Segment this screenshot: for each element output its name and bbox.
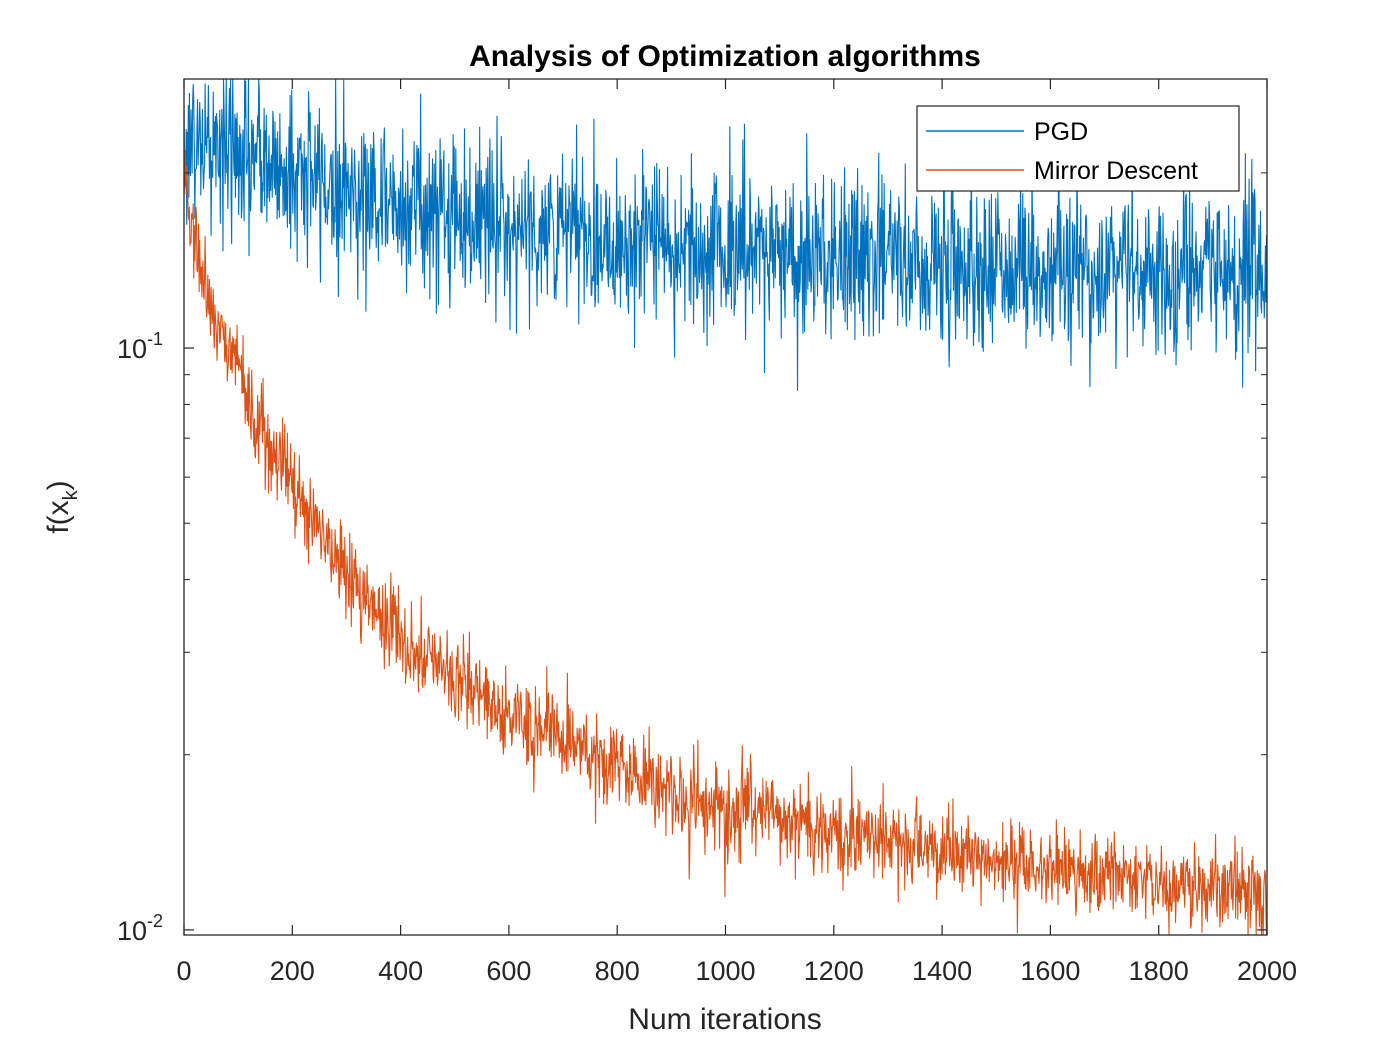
chart-title: Analysis of Optimization algorithms (469, 40, 981, 73)
x-tick-label: 200 (270, 956, 315, 986)
y-axis-label-base: f(x (42, 500, 75, 533)
y-axis-label-close: ) (42, 480, 75, 490)
x-tick-labels: 0 200 400 600 800 1000 1200 1400 1600 1800 2000 (176, 956, 1297, 986)
legend-label-mirror-descent: Mirror Descent (1034, 157, 1198, 185)
series-line-mirror-descent (183, 150, 1268, 936)
x-tick-label: 1400 (912, 956, 972, 986)
plot-frame (183, 78, 1268, 936)
x-tick-label: 1200 (804, 956, 864, 986)
axis-ticks (183, 79, 1268, 935)
legend-box (916, 105, 1240, 192)
x-tick-label: 0 (176, 956, 191, 986)
x-tick-label: 2000 (1237, 956, 1297, 986)
x-tick-label: 1800 (1129, 956, 1189, 986)
x-tick-label: 800 (595, 956, 640, 986)
x-tick-label: 400 (378, 956, 423, 986)
y-tick-label: 10-1 (117, 329, 163, 364)
x-tick-label: 1600 (1020, 956, 1080, 986)
series-line-pgd (183, 78, 1268, 392)
y-axis-label-subscript: k (60, 489, 82, 500)
x-tick-label: 600 (486, 956, 531, 986)
x-axis-label: Num iterations (628, 1003, 821, 1036)
y-axis-label: f(xk) (42, 480, 82, 533)
x-tick-label: 1000 (695, 956, 755, 986)
series-layer (183, 78, 1268, 936)
y-tick-label: 10-2 (117, 911, 163, 946)
legend: PGD Mirror Descent (916, 105, 1240, 192)
legend-label-pgd: PGD (1034, 118, 1088, 146)
y-tick-labels: 10-1 10-2 (117, 329, 163, 946)
